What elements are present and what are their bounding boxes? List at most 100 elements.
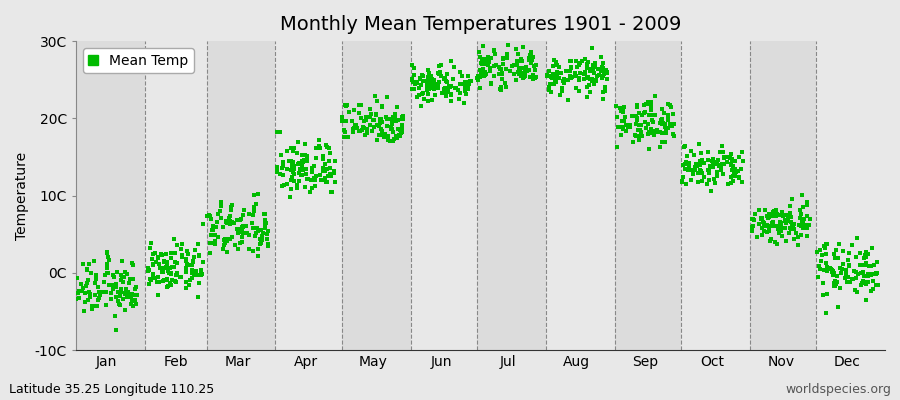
Point (444, 58, 458, 64)
Point (827, 280, 842, 286)
Point (608, 103, 623, 109)
Point (443, 83, 457, 90)
Point (160, 276, 175, 282)
Point (596, 96, 610, 102)
Point (544, 75, 559, 82)
Point (628, 121, 643, 127)
Point (693, 158, 707, 164)
Point (849, 275, 863, 282)
Point (316, 176, 330, 183)
Point (224, 219, 238, 225)
Point (494, 83, 508, 90)
Point (772, 227, 787, 233)
Point (843, 279, 858, 285)
Point (152, 264, 166, 271)
Point (824, 267, 839, 274)
Point (638, 119, 652, 125)
Point (850, 288, 864, 295)
Point (432, 69, 446, 75)
Point (104, 295, 118, 302)
Point (286, 169, 301, 176)
Point (866, 277, 880, 284)
Point (459, 90, 473, 97)
Point (580, 75, 594, 82)
Point (478, 71, 492, 78)
Point (294, 172, 309, 178)
Point (652, 120, 667, 127)
Point (589, 77, 603, 84)
Point (437, 86, 452, 93)
Point (276, 163, 291, 169)
Point (409, 79, 423, 85)
Point (70, 275, 85, 282)
Point (793, 215, 807, 222)
Point (129, 300, 143, 307)
Point (304, 177, 319, 183)
Point (220, 220, 234, 226)
Point (224, 204, 238, 210)
Point (168, 250, 183, 256)
Point (79, 283, 94, 289)
Point (754, 216, 769, 222)
Point (437, 75, 452, 81)
Point (633, 133, 647, 140)
Point (208, 232, 222, 238)
Point (280, 181, 294, 187)
Point (105, 286, 120, 292)
Point (300, 153, 314, 159)
Point (240, 230, 255, 236)
Point (234, 238, 248, 245)
Point (652, 144, 667, 150)
Point (577, 69, 591, 75)
Point (155, 252, 169, 258)
Point (481, 62, 495, 68)
Point (524, 48, 538, 55)
Point (860, 273, 875, 280)
Point (430, 80, 445, 87)
Point (693, 150, 707, 157)
Point (363, 114, 377, 120)
Point (202, 211, 216, 218)
Point (245, 220, 259, 226)
Point (760, 213, 774, 219)
Title: Monthly Mean Temperatures 1901 - 2009: Monthly Mean Temperatures 1901 - 2009 (280, 15, 681, 34)
Point (159, 264, 174, 270)
Point (122, 276, 137, 283)
Point (415, 72, 429, 78)
Point (312, 172, 327, 178)
Point (70, 290, 85, 296)
Point (815, 292, 830, 298)
Point (589, 78, 603, 85)
Point (644, 103, 658, 110)
Point (338, 128, 352, 135)
Point (151, 260, 166, 267)
Point (563, 68, 578, 75)
Point (346, 125, 361, 131)
Point (716, 161, 730, 167)
Text: worldspecies.org: worldspecies.org (785, 383, 891, 396)
Point (686, 168, 700, 175)
Point (597, 66, 611, 73)
Point (72, 288, 86, 295)
Point (192, 252, 206, 258)
Point (217, 237, 231, 243)
Point (863, 262, 878, 269)
Point (854, 279, 868, 286)
Point (274, 152, 288, 158)
Point (219, 219, 233, 226)
Point (192, 253, 206, 260)
Point (235, 228, 249, 235)
Point (474, 60, 489, 67)
Point (476, 61, 491, 67)
Point (676, 162, 690, 168)
Point (845, 242, 859, 248)
Point (384, 121, 399, 128)
Point (284, 177, 299, 183)
Point (323, 171, 338, 178)
Point (292, 178, 306, 184)
Point (716, 161, 731, 168)
Point (284, 186, 299, 192)
Point (408, 81, 422, 88)
Point (616, 104, 631, 110)
Point (420, 82, 435, 88)
